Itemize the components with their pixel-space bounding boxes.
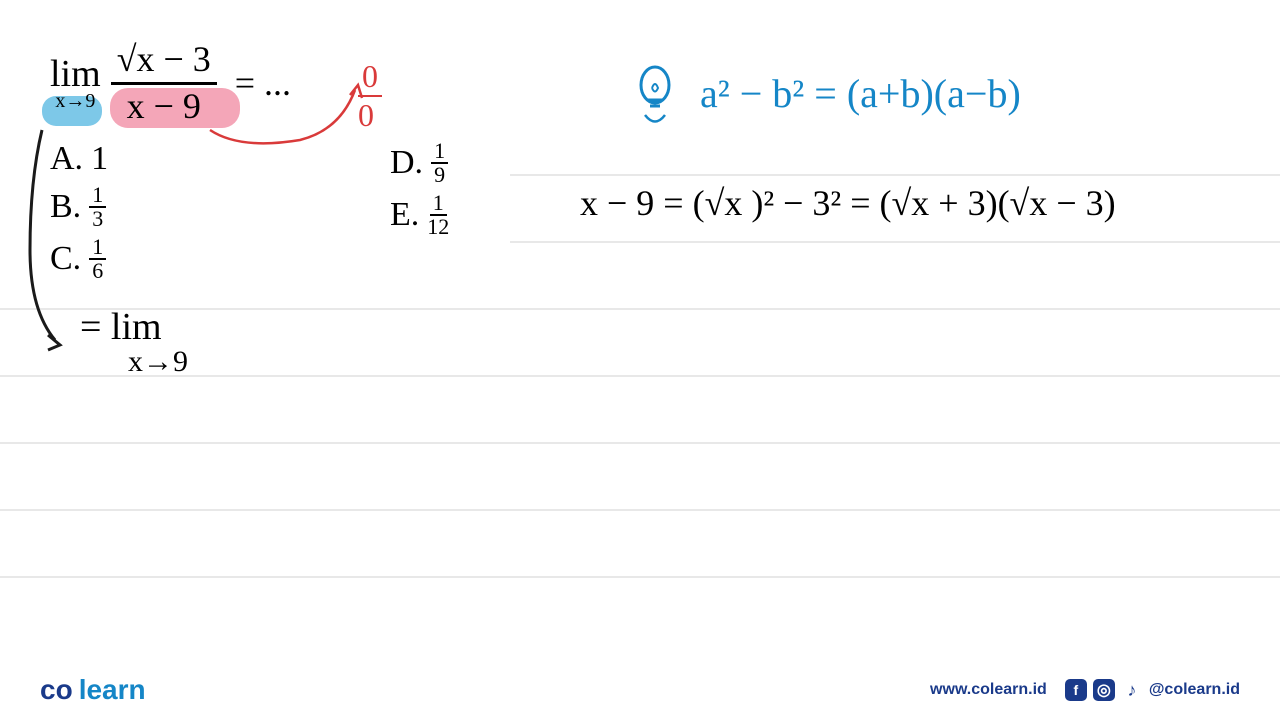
fraction-denominator: x − 9 (127, 85, 201, 127)
limit-text: lim (50, 55, 101, 93)
footer-url: www.colearn.id (930, 681, 1047, 699)
brand-logo: colearn (40, 674, 146, 706)
option-b: B. 13 (50, 184, 108, 230)
instagram-icon: ◎ (1093, 679, 1115, 701)
factoring-step: x − 9 = (√x )² − 3² = (√x + 3)(√x − 3) (580, 182, 1116, 224)
indeterminate-form: 0 0 (358, 58, 382, 134)
limit-fraction: √x − 3 x − 9 (111, 40, 217, 126)
tiktok-icon: ♪ (1121, 679, 1143, 701)
solution-limit-start: = lim x→9 (80, 305, 188, 379)
equals-dots: = ... (235, 62, 291, 104)
option-e: E. 112 (390, 192, 449, 238)
facebook-icon: f (1065, 679, 1087, 701)
lightbulb-icon (630, 60, 680, 140)
fraction-numerator: √x − 3 (111, 40, 217, 85)
social-icons: f ◎ ♪ @colearn.id (1065, 679, 1240, 701)
footer-bar: colearn www.colearn.id f ◎ ♪ @colearn.id (0, 660, 1280, 720)
answer-options-col1: A. 1 B. 13 C. 16 (50, 140, 108, 288)
difference-of-squares-formula: a² − b² = (a+b)(a−b) (700, 70, 1021, 117)
option-a: A. 1 (50, 140, 108, 178)
social-handle: @colearn.id (1149, 681, 1240, 699)
option-d: D. 19 (390, 140, 449, 186)
option-c: C. 16 (50, 236, 108, 282)
limit-subscript: x→9 (55, 91, 95, 111)
answer-options-col2: D. 19 E. 112 (390, 140, 449, 244)
